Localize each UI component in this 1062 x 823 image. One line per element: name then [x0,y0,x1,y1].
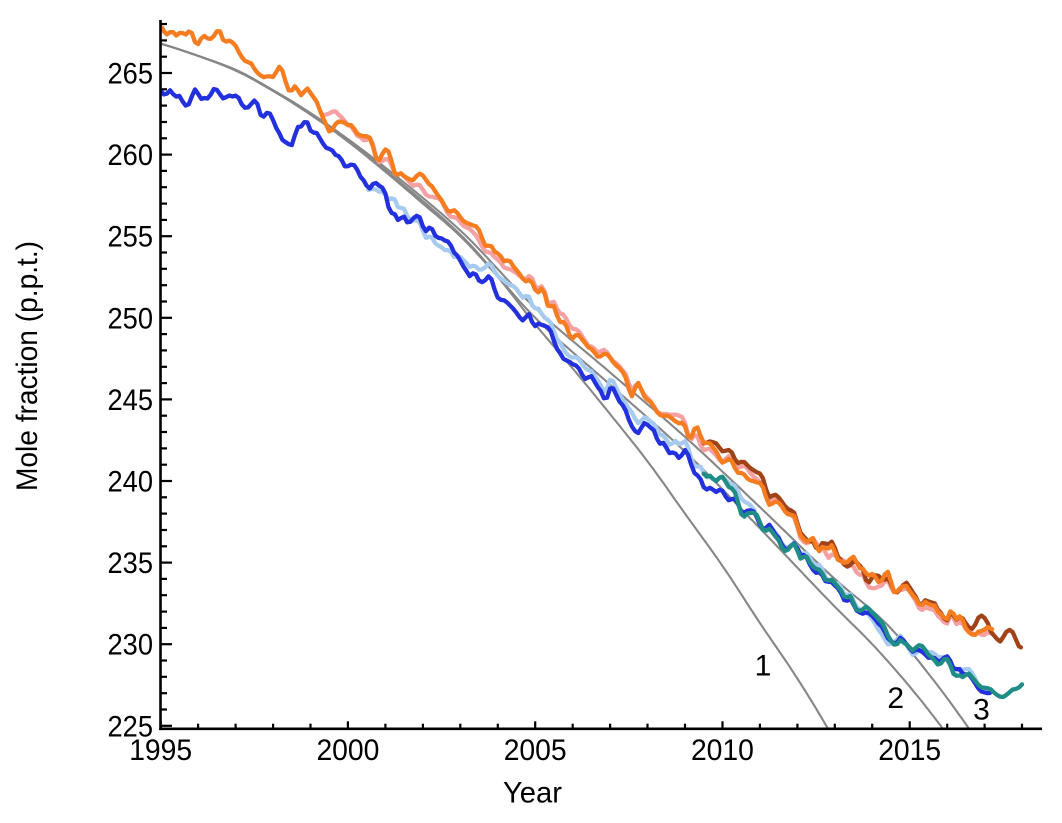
svg-text:265: 265 [108,58,154,91]
svg-text:3: 3 [973,693,990,726]
svg-text:2005: 2005 [504,734,567,767]
svg-text:230: 230 [108,629,154,662]
svg-text:1995: 1995 [129,734,192,767]
svg-text:Mole fraction (p.p.t.): Mole fraction (p.p.t.) [11,241,44,491]
svg-text:2015: 2015 [878,734,941,767]
svg-text:225: 225 [108,710,154,743]
svg-text:2000: 2000 [316,734,379,767]
svg-text:250: 250 [108,302,154,335]
svg-text:235: 235 [108,547,154,580]
svg-text:260: 260 [108,139,154,172]
svg-text:1: 1 [755,650,772,683]
svg-text:240: 240 [108,466,154,499]
svg-text:2010: 2010 [691,734,754,767]
svg-text:2: 2 [887,682,904,715]
svg-text:Year: Year [503,777,562,810]
svg-text:245: 245 [108,384,154,417]
svg-text:255: 255 [108,221,154,254]
